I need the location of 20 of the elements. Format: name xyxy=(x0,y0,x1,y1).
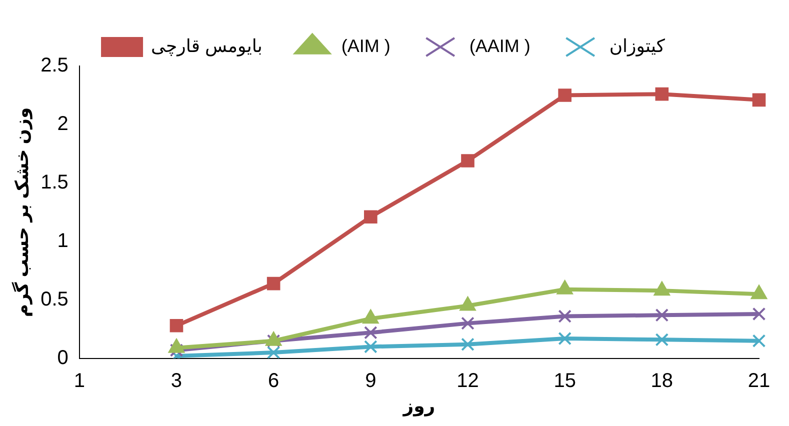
x-tick-label: 6 xyxy=(268,370,280,392)
y-axis-title: وزن خشک بر حسب گرم xyxy=(10,107,33,318)
y-tick-label: 2.5 xyxy=(40,54,68,77)
x-tick-label: 3 xyxy=(170,370,182,392)
y-tick-label: 0 xyxy=(57,346,68,369)
x-tick-label: 15 xyxy=(554,370,576,392)
y-tick-label: 2 xyxy=(57,112,68,135)
y-tick-label: 0.5 xyxy=(40,288,68,310)
y-tick-label: 1.5 xyxy=(40,171,68,194)
x-tick-label: 12 xyxy=(456,370,479,392)
x-tick-label: 1 xyxy=(74,370,85,392)
legend-label: (AAIM ) xyxy=(469,36,530,56)
x-axis-title: روز xyxy=(402,396,436,418)
x-tick-label: 21 xyxy=(748,370,770,392)
x-tick-label: 18 xyxy=(650,370,674,392)
y-tick-label: 1 xyxy=(57,230,68,252)
legend-label: (AIM ) xyxy=(341,36,390,56)
legend-label: کیتوزان xyxy=(609,36,666,57)
legend-label: بایومس قارچی xyxy=(151,36,262,57)
x-tick-label: 9 xyxy=(365,370,376,392)
